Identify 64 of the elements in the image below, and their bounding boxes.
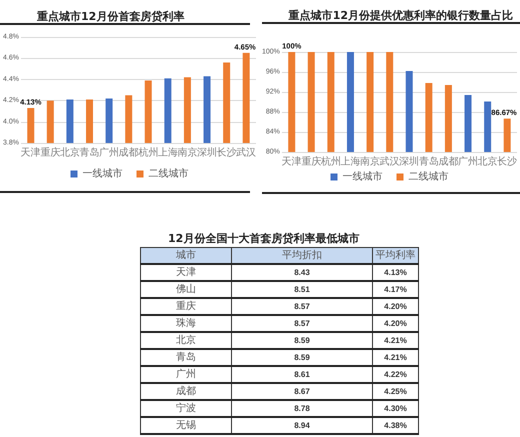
x-tick-label: 广州 (458, 156, 478, 168)
data-label: 8.59 (232, 349, 372, 366)
text: 平均利率 (372, 248, 418, 264)
data-label: 8.43 (232, 264, 372, 281)
legend-label: 二线城市 (408, 170, 448, 182)
data-label: 8.78 (232, 400, 372, 417)
x-tick-label: 青岛 (418, 156, 439, 168)
x-tick-label: 杭州 (137, 146, 158, 158)
data-label: 8.67 (232, 383, 372, 400)
data-label: 4.21% (372, 349, 418, 366)
category-label: 重庆 (140, 298, 232, 315)
category-label: 珠海 (140, 315, 232, 332)
x-tick-label: 北京 (478, 156, 498, 168)
category-label: 广州 (140, 366, 232, 383)
data-label: 8.61 (232, 366, 372, 383)
x-tick-label: 长沙 (497, 156, 518, 168)
x-tick-label: 深圳 (399, 156, 420, 168)
x-tick-label: 南京 (360, 156, 380, 168)
x-tick-label: 深圳 (197, 146, 218, 158)
chart-title: 重点城市12月份首套房贷利率 (36, 10, 184, 23)
data-label: 4.13% (372, 264, 418, 281)
legend-label: 二线城市 (148, 168, 188, 180)
data-label: 8.57 (232, 315, 372, 332)
category-label: 天津 (140, 264, 232, 281)
data-label: 8.94 (232, 417, 372, 434)
data-label: 4.20% (372, 298, 418, 315)
x-tick-label: 上海 (340, 156, 360, 168)
data-label: 4.17% (372, 281, 418, 298)
data-label: 4.21% (372, 332, 418, 349)
chart-title: 重点城市12月份提供优惠利率的银行数量占比 (288, 9, 514, 22)
legend-label: 一线城市 (342, 170, 382, 182)
x-tick-label: 武汉 (236, 146, 256, 158)
data-label: 4.30% (372, 400, 418, 417)
category-label: 青岛 (140, 349, 232, 366)
x-tick-label: 天津 (282, 156, 302, 168)
x-tick-label: 北京 (60, 146, 80, 158)
text: 城市 (140, 248, 232, 264)
data-label: 4.22% (372, 366, 418, 383)
x-tick-label: 重庆 (301, 156, 322, 168)
data-label: 8.51 (232, 281, 372, 298)
text: 12月份全国十大首套房贷利率最低城市 (168, 232, 360, 246)
category-label: 北京 (140, 332, 232, 349)
x-tick-label: 成都 (118, 146, 139, 158)
x-tick-label: 广州 (99, 146, 120, 158)
x-tick-label: 长沙 (216, 146, 237, 158)
category-label: 成都 (140, 383, 232, 400)
text: 平均折扣 (232, 248, 372, 264)
data-label: 4.25% (372, 383, 418, 400)
x-tick-label: 上海 (158, 146, 178, 158)
x-tick-label: 武汉 (380, 156, 400, 168)
data-label: 4.20% (372, 315, 418, 332)
category-label: 宁波 (140, 400, 232, 417)
x-tick-label: 杭州 (320, 156, 341, 168)
x-tick-label: 南京 (177, 146, 198, 158)
data-label: 8.59 (232, 332, 372, 349)
x-tick-label: 天津 (20, 146, 41, 158)
x-tick-label: 青岛 (80, 146, 100, 158)
x-tick-label: 重庆 (40, 146, 60, 158)
category-label: 佛山 (140, 281, 232, 298)
data-label: 4.38% (372, 417, 418, 434)
data-label: 8.57 (232, 298, 372, 315)
legend-label: 一线城市 (82, 168, 122, 180)
x-tick-label: 成都 (438, 156, 458, 168)
category-label: 无锡 (140, 417, 232, 434)
